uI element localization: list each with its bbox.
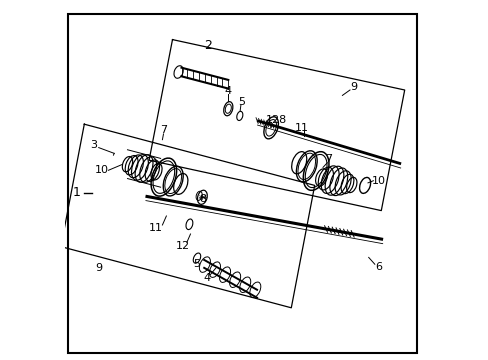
Text: 10: 10 <box>94 165 108 175</box>
Text: 4: 4 <box>224 86 231 96</box>
Text: 5: 5 <box>238 96 245 107</box>
Text: 7: 7 <box>160 125 167 135</box>
Text: 11: 11 <box>149 222 163 233</box>
Text: 1: 1 <box>73 186 81 199</box>
Text: 9: 9 <box>95 263 102 273</box>
Text: 128: 128 <box>265 115 286 125</box>
Text: 5: 5 <box>193 258 200 269</box>
Text: 10: 10 <box>371 176 385 186</box>
Text: 3: 3 <box>90 140 97 150</box>
Text: 11: 11 <box>294 123 308 133</box>
Text: 6: 6 <box>374 262 382 272</box>
Text: 7: 7 <box>324 154 331 164</box>
Text: 2: 2 <box>204 39 212 51</box>
Text: 12: 12 <box>175 240 189 251</box>
Text: 4: 4 <box>203 273 210 283</box>
Text: 9: 9 <box>350 82 357 92</box>
Text: 8: 8 <box>199 194 206 204</box>
